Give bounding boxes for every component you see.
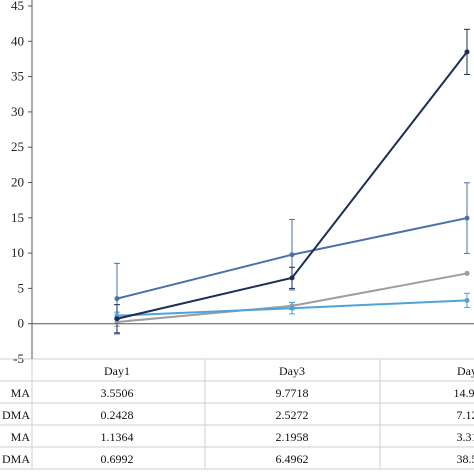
y-tick-label: 20	[11, 175, 24, 190]
series-row-label: DMA	[2, 408, 30, 422]
table-cell: 2.1958	[276, 430, 309, 444]
table-cell: 1.1364	[101, 430, 134, 444]
series-row-label: MA	[11, 386, 31, 400]
y-tick-label: 10	[11, 245, 24, 260]
data-point	[464, 297, 470, 303]
data-point	[289, 305, 295, 311]
table-cell: 3.5506	[101, 386, 134, 400]
data-point	[114, 316, 120, 322]
y-tick-label: 30	[11, 104, 24, 119]
table-cell: 14.96	[454, 386, 474, 400]
data-point	[464, 49, 470, 55]
table-cell: 2.5272	[276, 408, 309, 422]
category-header: Day3	[279, 364, 305, 378]
data-point	[464, 215, 470, 221]
data-point	[464, 270, 470, 276]
y-tick-label: 35	[11, 69, 24, 84]
table-cell: 9.7718	[276, 386, 309, 400]
series-row-label: DMA	[2, 452, 30, 466]
table-cell: 7.12	[457, 408, 474, 422]
y-tick-label: 5	[18, 280, 25, 295]
series-row-label: MA	[11, 430, 31, 444]
table-cell: 0.6992	[101, 452, 134, 466]
y-tick-label: 45	[11, 0, 24, 13]
table-cell: 3.31	[457, 430, 474, 444]
y-tick-label: 0	[18, 316, 25, 331]
table-cell: 6.4962	[276, 452, 309, 466]
y-tick-label: 25	[11, 139, 24, 154]
table-cell: 0.2428	[101, 408, 134, 422]
y-tick-label: 15	[11, 210, 24, 225]
data-point	[289, 275, 295, 281]
data-point	[289, 252, 295, 258]
category-header: Day	[457, 364, 474, 378]
category-header: Day1	[104, 364, 130, 378]
data-point	[114, 296, 120, 302]
table-cell: 38.5	[457, 452, 474, 466]
y-tick-label: 40	[11, 33, 24, 48]
